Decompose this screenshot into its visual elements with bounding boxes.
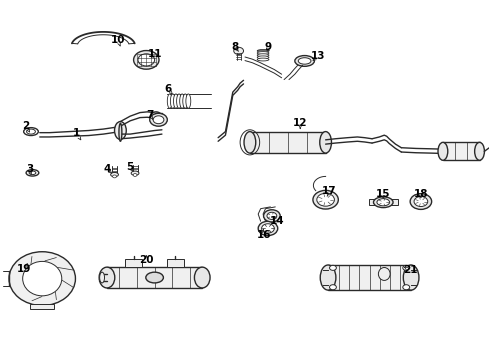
Circle shape [234, 47, 244, 54]
Circle shape [113, 175, 117, 178]
Text: 12: 12 [293, 118, 307, 128]
Circle shape [267, 212, 277, 220]
Circle shape [330, 265, 336, 270]
Text: 21: 21 [403, 265, 417, 275]
Text: 7: 7 [146, 110, 153, 120]
Ellipse shape [414, 197, 428, 207]
Ellipse shape [24, 128, 38, 135]
Ellipse shape [9, 252, 75, 306]
Ellipse shape [257, 56, 269, 59]
Text: 4: 4 [103, 164, 111, 174]
Text: 11: 11 [147, 49, 162, 59]
Text: 1: 1 [73, 129, 80, 138]
Circle shape [403, 285, 410, 290]
Ellipse shape [173, 94, 178, 108]
Text: 3: 3 [26, 164, 34, 174]
Ellipse shape [167, 94, 172, 108]
Ellipse shape [403, 265, 419, 290]
Ellipse shape [146, 272, 163, 283]
Circle shape [262, 224, 274, 233]
Ellipse shape [115, 122, 126, 139]
Ellipse shape [23, 261, 62, 296]
Ellipse shape [295, 55, 315, 66]
Ellipse shape [257, 54, 269, 57]
Circle shape [138, 54, 155, 66]
Ellipse shape [29, 171, 36, 175]
Ellipse shape [99, 272, 104, 283]
Circle shape [258, 221, 278, 235]
Ellipse shape [244, 132, 256, 153]
Circle shape [317, 193, 334, 206]
Ellipse shape [410, 194, 432, 210]
Ellipse shape [180, 94, 185, 108]
Circle shape [403, 265, 410, 270]
Ellipse shape [151, 112, 161, 119]
Ellipse shape [438, 142, 448, 160]
Ellipse shape [150, 113, 167, 126]
Ellipse shape [378, 267, 390, 280]
Bar [125, 259, 143, 267]
Ellipse shape [186, 94, 191, 108]
Text: 16: 16 [256, 230, 271, 239]
Ellipse shape [153, 116, 164, 124]
Circle shape [264, 210, 280, 222]
Text: 14: 14 [270, 216, 284, 226]
Text: 20: 20 [139, 255, 153, 265]
Text: 18: 18 [414, 189, 428, 199]
Bar [107, 267, 202, 288]
Ellipse shape [183, 94, 188, 108]
Ellipse shape [377, 199, 390, 206]
Text: 19: 19 [17, 264, 31, 274]
Ellipse shape [475, 142, 485, 160]
Text: 6: 6 [164, 84, 171, 94]
Ellipse shape [195, 267, 210, 288]
Ellipse shape [373, 197, 393, 208]
Text: 2: 2 [23, 121, 30, 131]
Ellipse shape [26, 129, 35, 134]
Ellipse shape [131, 171, 139, 175]
Ellipse shape [26, 170, 39, 176]
Ellipse shape [99, 267, 115, 288]
Text: 5: 5 [126, 162, 134, 172]
Text: 10: 10 [111, 35, 125, 45]
Bar [30, 304, 54, 309]
Ellipse shape [320, 265, 336, 290]
Bar [250, 132, 326, 153]
Text: 17: 17 [322, 186, 336, 197]
Ellipse shape [320, 132, 331, 153]
Bar [328, 265, 411, 290]
Circle shape [330, 285, 336, 290]
Bar [443, 142, 480, 160]
Text: 8: 8 [232, 42, 239, 52]
Text: 15: 15 [376, 189, 391, 199]
Circle shape [134, 50, 159, 69]
Circle shape [133, 174, 137, 176]
Text: 13: 13 [311, 51, 325, 61]
Ellipse shape [111, 172, 119, 177]
Ellipse shape [171, 94, 175, 108]
Bar [368, 199, 398, 205]
Ellipse shape [176, 94, 181, 108]
Text: 9: 9 [265, 42, 272, 51]
Ellipse shape [257, 49, 269, 52]
Ellipse shape [119, 123, 122, 141]
Circle shape [313, 190, 338, 209]
Ellipse shape [298, 58, 311, 64]
Ellipse shape [257, 58, 269, 61]
Bar [167, 259, 184, 267]
Ellipse shape [257, 51, 269, 54]
